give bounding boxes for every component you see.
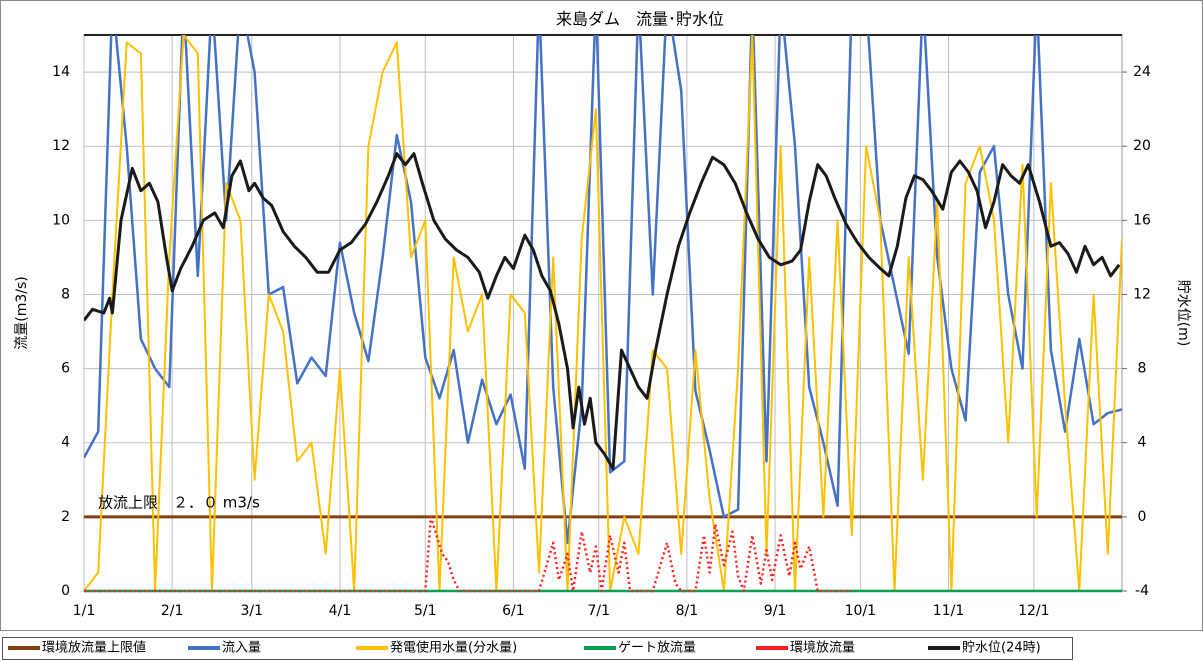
y-axis-label: 流量(m3/s) — [14, 276, 30, 349]
x-tick-label: 2/1 — [161, 603, 184, 619]
x-tick-label: 3/1 — [241, 603, 264, 619]
x-tick-label: 5/1 — [414, 603, 437, 619]
legend-label: 環境放流量 — [790, 641, 855, 656]
series-line — [84, 152, 1121, 471]
x-tick-label: 11/1 — [933, 603, 964, 619]
y-tick-label: 10 — [52, 212, 70, 228]
legend-box — [2, 637, 1073, 660]
x-tick-label: 1/1 — [73, 603, 96, 619]
y2-tick-label: 0 — [1138, 509, 1147, 525]
series-line — [84, 35, 1122, 592]
series-line — [84, 515, 852, 593]
y2-tick-label: 16 — [1133, 212, 1151, 228]
x-tick-label: 8/1 — [676, 603, 699, 619]
annotation: 放流上限 ２．０ m3/s — [98, 493, 260, 511]
y2-tick-label: 20 — [1133, 138, 1151, 154]
y2-tick-label: -4 — [1135, 583, 1149, 599]
chart-title: 来島ダム 流量･貯水位 — [556, 10, 724, 29]
x-tick-label: 6/1 — [502, 603, 525, 619]
x-tick-label: 4/1 — [329, 603, 352, 619]
x-tick-label: 10/1 — [845, 603, 876, 619]
y-tick-label: 2 — [61, 509, 70, 525]
legend-label: 流入量 — [222, 641, 261, 656]
legend-label: ゲート放流量 — [618, 641, 696, 656]
x-tick-label: 9/1 — [764, 603, 787, 619]
y-tick-label: 8 — [61, 286, 70, 302]
y2-tick-label: 12 — [1133, 286, 1151, 302]
legend-label: 貯水位(24時) — [962, 641, 1041, 656]
series-line — [84, 35, 1122, 545]
y2-axis-label: 貯水位(m) — [1175, 280, 1191, 347]
y2-tick-label: 24 — [1133, 64, 1151, 80]
y-tick-label: 0 — [61, 583, 70, 599]
y-tick-label: 12 — [52, 138, 70, 154]
y2-tick-label: 4 — [1138, 435, 1147, 451]
x-tick-label: 7/1 — [587, 603, 610, 619]
y-tick-label: 14 — [52, 64, 70, 80]
legend-label: 環境放流量上限値 — [42, 640, 146, 656]
y-tick-label: 6 — [61, 361, 70, 377]
y2-tick-label: 8 — [1138, 361, 1147, 377]
legend-label: 発電使用水量(分水量) — [390, 640, 517, 656]
y-tick-label: 4 — [61, 435, 70, 451]
series-group — [84, 35, 1122, 593]
x-tick-label: 12/1 — [1018, 603, 1049, 619]
